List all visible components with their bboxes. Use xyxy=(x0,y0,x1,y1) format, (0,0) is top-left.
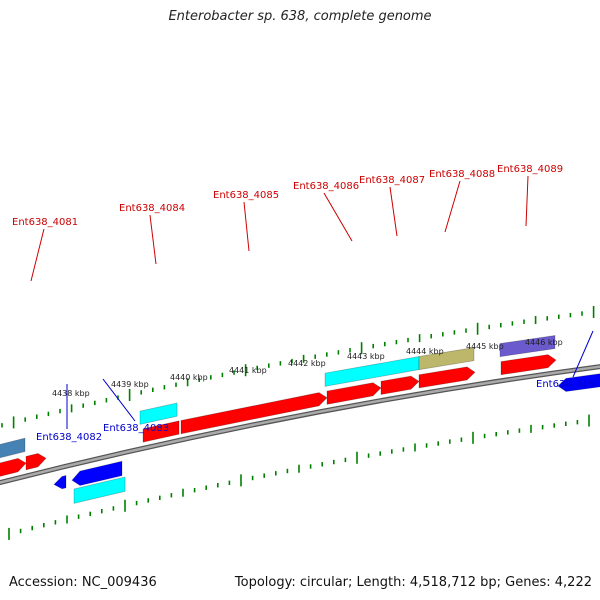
kbp-label: 4446 kbp xyxy=(525,338,563,347)
cds-block xyxy=(25,453,47,471)
leader-line xyxy=(572,330,594,378)
cds-block xyxy=(180,392,328,435)
cds-block xyxy=(500,354,557,376)
map-title: Enterobacter sp. 638, complete genome xyxy=(168,9,432,24)
misc-feature-block xyxy=(499,334,556,358)
kbp-label: 4438 kbp xyxy=(52,389,90,398)
kbp-label: 4445 kbp xyxy=(466,342,504,351)
leader-line xyxy=(149,214,157,265)
leader-line xyxy=(444,180,461,233)
gene-label: Ent638_4090 xyxy=(536,379,600,390)
gene-label: Ent638_4084 xyxy=(119,203,185,214)
leader-line xyxy=(389,186,398,237)
rna-block xyxy=(73,476,126,504)
label-leader-lines xyxy=(30,175,594,429)
gene-label: Ent638_4088 xyxy=(429,169,495,180)
leader-line xyxy=(323,192,353,242)
gene-label: Ent638_4082 xyxy=(36,432,102,443)
kbp-label: 4443 kbp xyxy=(347,352,385,361)
leader-line xyxy=(102,378,136,422)
kbp-label: 4440 kbp xyxy=(170,373,208,382)
gene-label: Ent638_4083 xyxy=(103,423,169,434)
cds-block xyxy=(142,420,180,443)
gene-labels: Ent638_4081 Ent638_4084 Ent638_4085 Ent638_… xyxy=(12,164,600,443)
cds-block xyxy=(557,373,600,392)
kbp-scale-labels: 4438 kbp 4439 kbp 4440 kbp 4441 kbp 4442 kbp… xyxy=(52,338,563,398)
backbone-core xyxy=(0,365,600,484)
topology-summary: Topology: circular; Length: 4,518,712 bp… xyxy=(234,575,592,590)
rna-block xyxy=(139,402,178,425)
cds-block xyxy=(71,460,123,486)
genome-backbone xyxy=(0,364,600,486)
feature-track xyxy=(0,334,600,504)
misc-feature-block xyxy=(418,347,475,371)
cds-block xyxy=(53,474,67,490)
kbp-label: 4441 kbp xyxy=(229,366,267,375)
cds-block xyxy=(418,366,476,389)
leader-line xyxy=(243,201,250,252)
cds-block xyxy=(380,375,420,395)
reverse-tick-track xyxy=(8,414,590,540)
gene-label: Ent638_4081 xyxy=(12,217,78,228)
feature-block xyxy=(0,437,26,459)
cds-block xyxy=(0,457,27,477)
kbp-label: 4442 kbp xyxy=(288,359,326,368)
gene-label: Ent638_4089 xyxy=(497,164,563,175)
kbp-label: 4439 kbp xyxy=(111,380,149,389)
kbp-label: 4444 kbp xyxy=(406,347,444,356)
accession-text: Accession: NC_009436 xyxy=(9,575,157,590)
leader-line xyxy=(525,175,529,227)
cds-block xyxy=(326,382,382,405)
gene-label: Ent638_4086 xyxy=(293,181,359,192)
gene-label: Ent638_4087 xyxy=(359,175,425,186)
gene-label: Ent638_4085 xyxy=(213,190,279,201)
leader-line xyxy=(30,228,45,282)
